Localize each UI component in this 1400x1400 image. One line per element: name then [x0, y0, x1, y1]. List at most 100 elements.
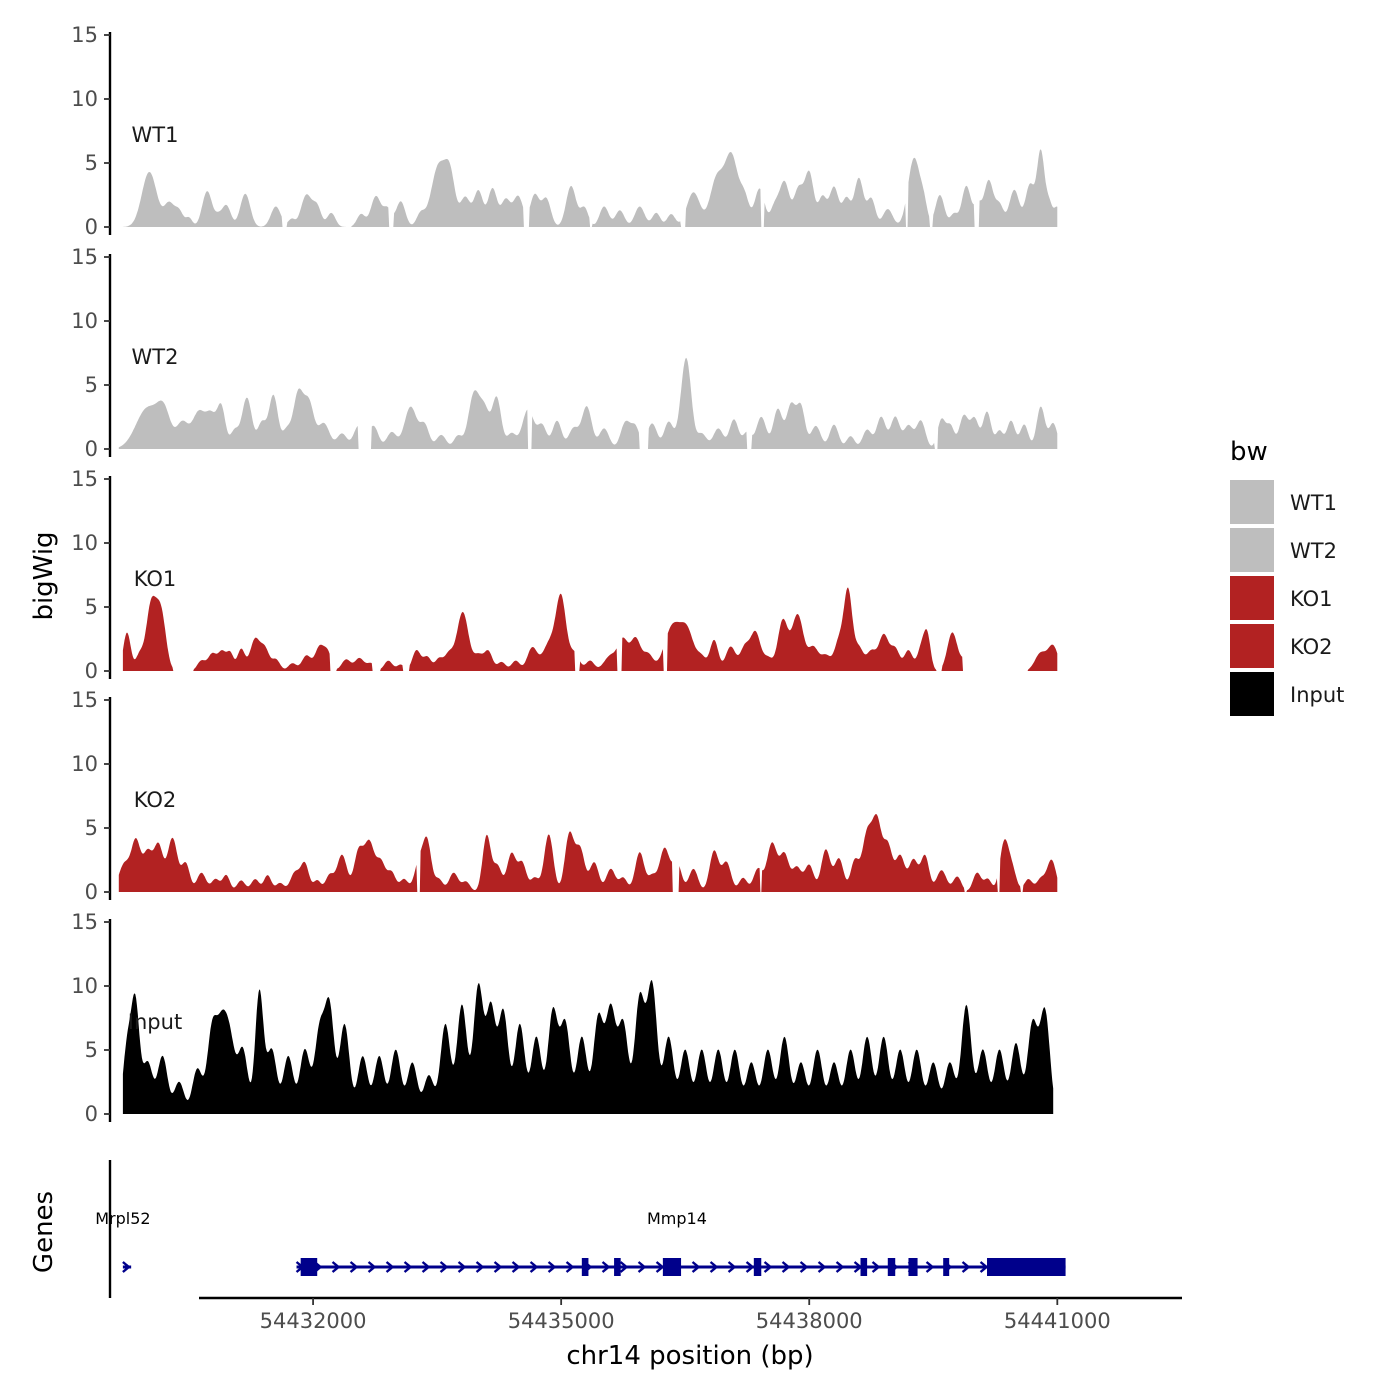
- strand-arrow: [763, 1261, 773, 1273]
- coverage-tracks: 0 5 10 15 WT1 0 5 10 15 WT2 0 5 10 15 KO1 0 5 10 15 KO2 0 5 10…: [71, 23, 1058, 1126]
- strand-arrow: [871, 1261, 881, 1273]
- coverage-area-ko1: [122, 587, 1058, 671]
- gene-mmp14: Mmp14: [295, 1209, 1066, 1276]
- strand-arrow: [925, 1261, 935, 1273]
- coverage-area-wt2: [118, 357, 1058, 449]
- legend-label: WT1: [1290, 491, 1337, 515]
- y-tick-label: 0: [85, 880, 98, 904]
- strand-arrow: [493, 1261, 503, 1273]
- legend-label: KO1: [1290, 587, 1333, 611]
- exon: [753, 1258, 762, 1276]
- strand-arrow: [475, 1261, 485, 1273]
- legend-swatch: [1230, 480, 1274, 524]
- strand-arrow: [835, 1261, 845, 1273]
- track-wt2: 0 5 10 15 WT2: [71, 245, 1058, 461]
- legend-label: WT2: [1290, 539, 1337, 563]
- track-ko1: 0 5 10 15 KO1: [71, 467, 1058, 683]
- strand-arrow: [122, 1261, 131, 1273]
- strand-arrow: [349, 1261, 359, 1273]
- y-tick-label: 5: [85, 373, 98, 397]
- y-tick-label: 15: [71, 245, 98, 269]
- strand-arrow: [601, 1261, 611, 1273]
- track-label: WT2: [132, 345, 179, 369]
- y-tick-label: 15: [71, 23, 98, 47]
- strand-arrow: [385, 1261, 395, 1273]
- y-tick-label: 15: [71, 688, 98, 712]
- strand-arrow: [817, 1261, 827, 1273]
- strand-arrow: [655, 1261, 665, 1273]
- legend-swatch: [1230, 528, 1274, 572]
- legend-swatch: [1230, 624, 1274, 668]
- exon: [581, 1258, 589, 1276]
- legend-item-ko1: KO1: [1230, 576, 1333, 620]
- strand-arrow: [745, 1261, 755, 1273]
- y-tick-label: 0: [85, 215, 98, 239]
- strand-arrow: [799, 1261, 809, 1273]
- legend-label: Input: [1290, 683, 1344, 707]
- legend-title: bw: [1230, 437, 1268, 467]
- legend: bw WT1 WT2 KO1 KO2 Input: [1230, 437, 1344, 716]
- track-label: Input: [128, 1010, 182, 1034]
- y-tick-label: 10: [71, 531, 98, 555]
- coverage-area-ko2: [118, 814, 1058, 892]
- strand-arrow: [691, 1261, 701, 1273]
- genes-axis-title: Genes: [29, 1191, 59, 1273]
- coverage-area-wt1: [122, 149, 1058, 227]
- exon: [300, 1258, 318, 1276]
- y-tick-label: 5: [85, 1038, 98, 1062]
- x-tick-label: 54435000: [508, 1309, 615, 1333]
- strand-arrow: [709, 1261, 719, 1273]
- strand-arrow: [421, 1261, 431, 1273]
- y-tick-label: 10: [71, 752, 98, 776]
- y-tick-label: 10: [71, 309, 98, 333]
- track-wt1: 0 5 10 15 WT1: [71, 23, 1058, 239]
- strand-arrow: [961, 1261, 971, 1273]
- strand-arrow: [619, 1261, 629, 1273]
- track-label: WT1: [132, 123, 179, 147]
- exon: [887, 1258, 896, 1276]
- x-tick-label: 54432000: [260, 1309, 367, 1333]
- strand-arrow: [439, 1261, 449, 1273]
- y-tick-label: 10: [71, 87, 98, 111]
- strand-arrow: [511, 1261, 521, 1273]
- track-ko2: 0 5 10 15 KO2: [71, 688, 1058, 904]
- legend-swatch: [1230, 576, 1274, 620]
- x-axis: 54432000 54435000 54438000 54441000: [199, 1296, 1182, 1333]
- gene-label: Mmp14: [647, 1209, 707, 1228]
- track-label: KO2: [134, 788, 177, 812]
- exon: [987, 1258, 1066, 1276]
- strand-arrow: [547, 1261, 557, 1273]
- y-axis-title: bigWig: [29, 531, 59, 620]
- exon: [908, 1258, 918, 1276]
- legend-swatch: [1230, 672, 1274, 716]
- strand-arrow: [457, 1261, 467, 1273]
- strand-arrow: [565, 1261, 575, 1273]
- y-tick-label: 0: [85, 437, 98, 461]
- strand-arrow: [781, 1261, 791, 1273]
- y-tick-label: 10: [71, 974, 98, 998]
- exon: [662, 1258, 682, 1276]
- exon: [860, 1258, 868, 1276]
- strand-arrow: [403, 1261, 413, 1273]
- track-label: KO1: [134, 567, 177, 591]
- strand-arrow: [637, 1261, 647, 1273]
- legend-item-wt2: WT2: [1230, 528, 1337, 572]
- gene-mrpl52: Mrpl52: [95, 1209, 151, 1273]
- x-tick-label: 54441000: [1004, 1309, 1111, 1333]
- y-tick-label: 15: [71, 467, 98, 491]
- strand-arrow: [979, 1261, 989, 1273]
- x-tick-label: 54438000: [756, 1309, 863, 1333]
- gene-track: Mrpl52 Mmp14: [95, 1160, 1066, 1298]
- track-input: 0 5 10 15 Input: [71, 910, 1054, 1126]
- strand-arrow: [331, 1261, 341, 1273]
- gene-label: Mrpl52: [95, 1209, 150, 1228]
- strand-arrow: [529, 1261, 539, 1273]
- legend-item-ko2: KO2: [1230, 624, 1333, 668]
- y-tick-label: 0: [85, 659, 98, 683]
- y-tick-label: 15: [71, 910, 98, 934]
- legend-item-input: Input: [1230, 672, 1344, 716]
- y-tick-label: 5: [85, 595, 98, 619]
- strand-arrow: [367, 1261, 377, 1273]
- y-tick-label: 5: [85, 816, 98, 840]
